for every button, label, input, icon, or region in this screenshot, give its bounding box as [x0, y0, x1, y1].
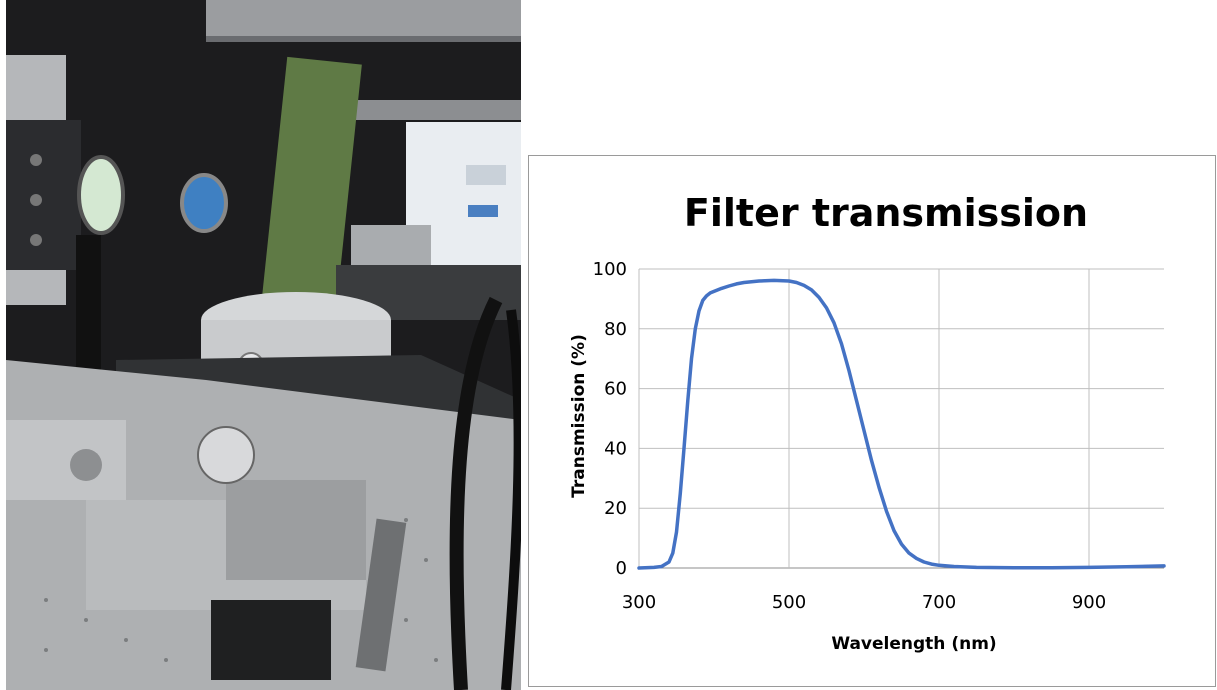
y-tick-label: 100 [593, 259, 627, 280]
x-axis-label: Wavelength (nm) [831, 634, 996, 654]
y-tick-label: 60 [604, 379, 627, 400]
x-tick-label: 700 [922, 592, 956, 613]
y-tick-label: 80 [604, 319, 627, 340]
chart-title: Filter transmission [684, 191, 1088, 235]
grid [638, 268, 1164, 569]
x-tick-label: 300 [622, 592, 656, 613]
y-tick-label: 0 [616, 558, 627, 579]
y-axis-label: Transmission (%) [569, 334, 589, 498]
y-tick-label: 40 [604, 438, 627, 459]
chart-frame: Filter transmission 0 20 40 60 80 100 300 500 70… [528, 155, 1216, 687]
x-tick-label: 900 [1072, 592, 1106, 613]
series-layer [637, 278, 1166, 570]
lab-setup-photo [6, 0, 521, 690]
y-tick-label: 20 [604, 498, 627, 519]
tick-labels: 0 20 40 60 80 100 300 500 700 900 [593, 259, 1107, 613]
transmission-line [637, 278, 1166, 570]
transmission-chart: Filter transmission 0 20 40 60 80 100 300 500 70… [569, 191, 1166, 654]
x-tick-label: 500 [772, 592, 806, 613]
